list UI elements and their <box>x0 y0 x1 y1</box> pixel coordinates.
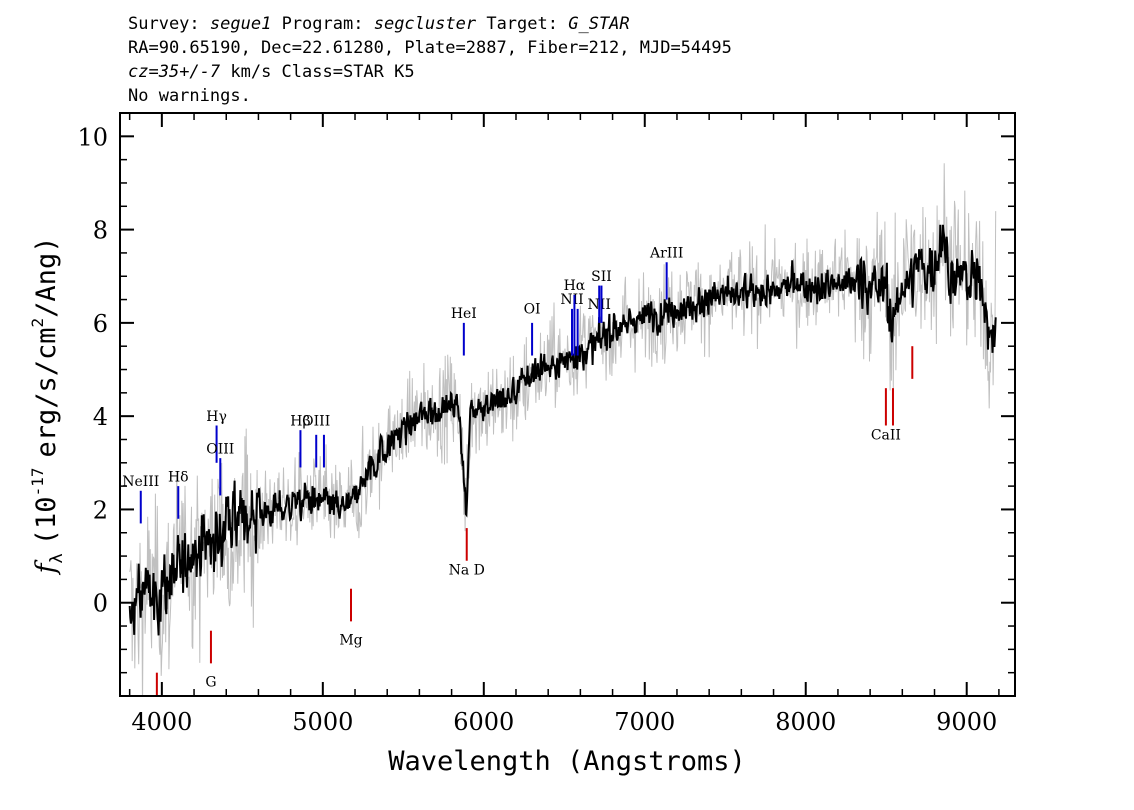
header-line-coordinates: RA=90.65190, Dec=22.61280, Plate=2887, F… <box>128 38 732 58</box>
emission-line-label: SII <box>591 269 612 285</box>
survey-label: Survey: <box>128 14 200 34</box>
x-tick-label: 9000 <box>936 708 997 736</box>
target-value: G_STAR <box>568 14 630 34</box>
flux-noise-band <box>129 163 997 696</box>
emission-line-label: Hα <box>564 278 586 294</box>
emission-line-label: OIII <box>206 441 234 457</box>
survey-value: segue1 <box>209 14 272 34</box>
y-title-mid: erg/s/cm <box>31 327 62 457</box>
emission-line-label: Hβ <box>290 413 310 429</box>
y-title-pre: (10 <box>31 496 62 545</box>
flux-series <box>128 224 997 636</box>
y-tick-label: 10 <box>77 123 108 151</box>
class-text: km/s Class=STAR K5 <box>220 62 415 82</box>
y-tick-label: 2 <box>93 496 108 524</box>
y-tick-label: 4 <box>93 403 108 431</box>
noise-trace <box>129 163 997 696</box>
absorption-line-label: Na D <box>449 563 485 579</box>
y-title-lambda: λ <box>47 553 67 563</box>
emission-line-label: NII <box>560 292 583 308</box>
cz-label: cz= <box>128 62 159 82</box>
y-title-exponent2: 2 <box>28 318 47 328</box>
flux-trace <box>128 224 997 636</box>
x-tick-label: 7000 <box>614 708 675 736</box>
emission-line-label: NeIII <box>122 474 159 490</box>
x-axis-title: Wavelength (Angstroms) <box>388 746 746 777</box>
program-label: Program: <box>281 14 364 34</box>
x-tick-label: 5000 <box>292 708 353 736</box>
y-tick-label: 0 <box>93 590 108 618</box>
y-tick-label: 6 <box>93 310 108 338</box>
absorption-line-label: Mg <box>339 633 362 649</box>
emission-line-label: Hδ <box>168 469 189 485</box>
absorption-line-label: CaII <box>871 427 901 443</box>
y-axis-title: fλ(10-17erg/s/cm2/Ang) <box>28 237 67 576</box>
plot-frame <box>119 112 1016 697</box>
x-tick-label: 8000 <box>775 708 836 736</box>
emission-line-label: OIII <box>302 413 330 429</box>
emission-line-label: ArIII <box>649 246 683 262</box>
y-title-post: /Ang) <box>31 237 62 318</box>
emission-line-label: OI <box>524 302 541 318</box>
header-line-redshift: cz=35+/-7 km/s Class=STAR K5 <box>128 60 732 84</box>
absorption-line-label: G <box>205 675 216 691</box>
target-label: Target: <box>486 14 558 34</box>
header-line-warnings: No warnings. <box>128 86 251 106</box>
header-line-survey: Survey: segue1 Program: segcluster Targe… <box>128 12 732 36</box>
x-tick-label: 4000 <box>131 708 192 736</box>
y-tick-label: 8 <box>93 217 108 245</box>
emission-line-label: HeI <box>451 306 477 322</box>
x-tick-label: 6000 <box>453 708 514 736</box>
axis-ticks: 4000 5000 6000 7000 8000 9000 0 2 4 6 8 10 <box>77 112 1015 736</box>
program-value: segcluster <box>373 14 477 34</box>
emission-line-label: Hγ <box>206 409 227 425</box>
cz-value: 35+/-7 <box>158 62 221 82</box>
y-title-exponent: -17 <box>28 468 47 497</box>
spectrum-header: Survey: segue1 Program: segcluster Targe… <box>128 12 732 108</box>
emission-line-label: NII <box>588 297 611 313</box>
